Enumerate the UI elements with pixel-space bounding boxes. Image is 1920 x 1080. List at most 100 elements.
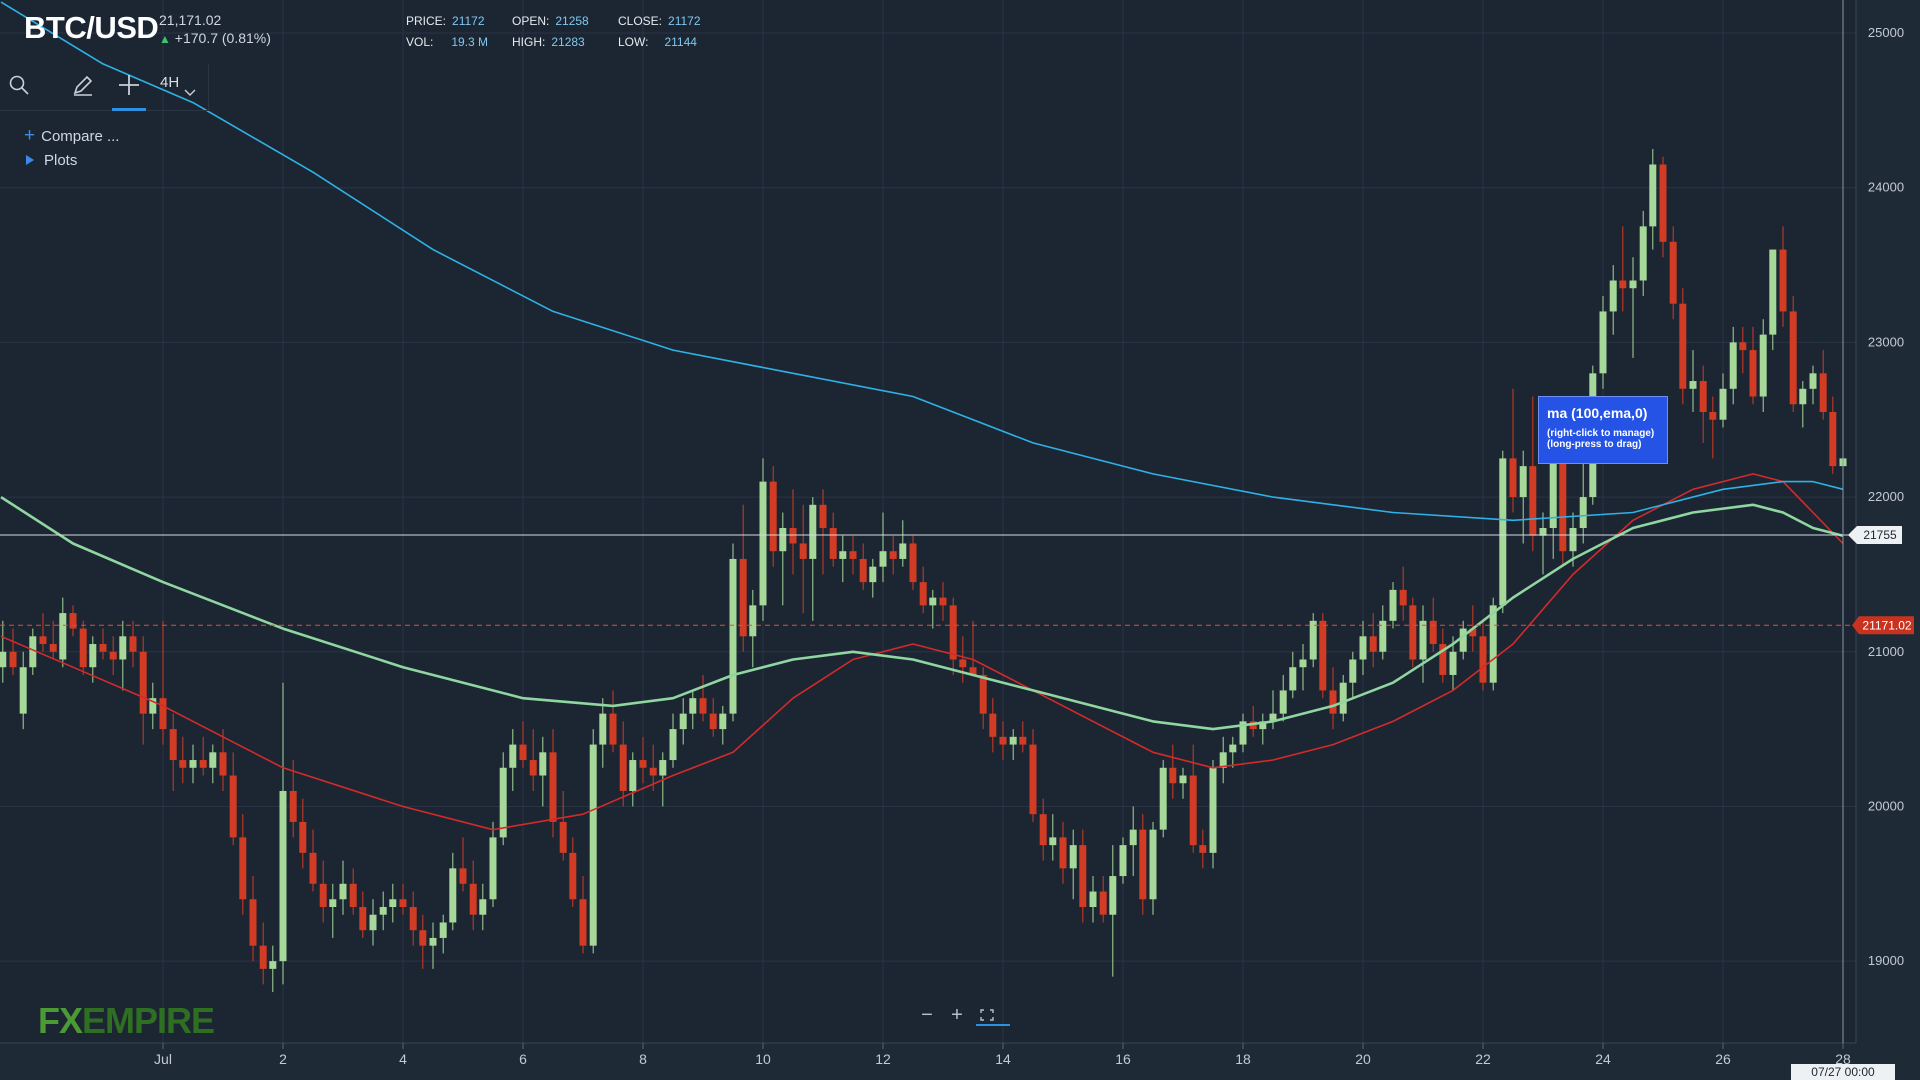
candle-down[interactable] [709, 698, 717, 737]
candle-up[interactable] [369, 899, 377, 946]
candle-down[interactable] [239, 814, 247, 915]
candle-up[interactable] [379, 891, 387, 931]
candle-up[interactable] [1759, 319, 1767, 412]
candle-down[interactable] [319, 860, 327, 923]
candle-down[interactable] [1369, 613, 1377, 668]
candle-up[interactable] [1179, 767, 1187, 799]
candle-down[interactable] [1409, 597, 1417, 668]
indicator-tooltip[interactable]: ma (100,ema,0) (right-click to manage) (… [1538, 396, 1668, 464]
candle-up[interactable] [749, 589, 757, 668]
plots-button[interactable]: Plots [24, 148, 119, 172]
candle-up[interactable] [1229, 736, 1237, 768]
candle-down[interactable] [359, 891, 367, 938]
candle-up[interactable] [1809, 365, 1817, 405]
candle-down[interactable] [1399, 566, 1407, 621]
candle-up[interactable] [1339, 674, 1347, 722]
candle-up[interactable] [589, 729, 597, 954]
candle-down[interactable] [1099, 876, 1107, 923]
candle-up[interactable] [1049, 814, 1057, 861]
candle-up[interactable] [0, 620, 7, 683]
candle-up[interactable] [59, 597, 67, 668]
candle-down[interactable] [1319, 613, 1327, 699]
zoom-in-button[interactable]: + [951, 1003, 963, 1026]
candle-down[interactable] [1139, 814, 1147, 915]
candle-down[interactable] [949, 597, 957, 675]
candle-up[interactable] [339, 860, 347, 915]
candle-down[interactable] [469, 860, 477, 931]
candle-down[interactable] [99, 628, 107, 660]
candle-up[interactable] [1799, 381, 1807, 428]
candle-down[interactable] [409, 891, 417, 946]
candle-down[interactable] [1039, 798, 1047, 861]
candle-up[interactable] [759, 458, 767, 621]
candle-down[interactable] [419, 914, 427, 969]
candle-up[interactable] [279, 682, 287, 985]
candle-down[interactable] [1779, 226, 1787, 327]
candle-down[interactable] [569, 837, 577, 907]
candle-down[interactable] [179, 736, 187, 784]
candle-up[interactable] [1129, 806, 1137, 877]
candle-down[interactable] [1029, 729, 1037, 822]
candle-up[interactable] [879, 512, 887, 583]
candle-down[interactable] [939, 582, 947, 621]
candle-down[interactable] [889, 535, 897, 575]
candle-up[interactable] [1389, 582, 1397, 629]
candle-down[interactable] [259, 922, 267, 985]
candle-up[interactable] [439, 914, 447, 954]
candle-up[interactable] [539, 736, 547, 807]
candle-down[interactable] [519, 721, 527, 768]
candle-down[interactable] [309, 829, 317, 892]
candle-up[interactable] [19, 651, 27, 730]
candle-up[interactable] [1209, 760, 1217, 869]
candle-up[interactable] [869, 558, 877, 598]
candle-down[interactable] [849, 535, 857, 575]
candle-down[interactable] [289, 760, 297, 838]
candle-up[interactable] [1109, 845, 1117, 977]
candle-up[interactable] [1769, 249, 1777, 351]
candle-down[interactable] [829, 512, 837, 567]
candle-up[interactable] [149, 682, 157, 730]
candle-down[interactable] [859, 543, 867, 590]
candle-down[interactable] [249, 876, 257, 962]
candle-down[interactable] [229, 752, 237, 846]
candle-down[interactable] [1739, 326, 1747, 374]
pencil-icon[interactable] [68, 70, 98, 100]
candle-down[interactable] [1479, 620, 1487, 691]
candle-down[interactable] [999, 721, 1007, 761]
candle-up[interactable] [689, 690, 697, 730]
candle-up[interactable] [1629, 257, 1637, 358]
candle-up[interactable] [1719, 373, 1727, 428]
candle-down[interactable] [619, 721, 627, 807]
candle-down[interactable] [699, 674, 707, 722]
candle-down[interactable] [1509, 388, 1517, 513]
candle-up[interactable] [329, 883, 337, 938]
candle-up[interactable] [899, 520, 907, 567]
candle-up[interactable] [1349, 651, 1357, 699]
candle-up[interactable] [189, 744, 197, 784]
candle-up[interactable] [1259, 713, 1267, 745]
candle-down[interactable] [1669, 226, 1677, 320]
candle-up[interactable] [1499, 450, 1507, 614]
candle-down[interactable] [1819, 350, 1827, 420]
candle-up[interactable] [1359, 620, 1367, 675]
candle-up[interactable] [429, 922, 437, 969]
candle-up[interactable] [1069, 829, 1077, 900]
crosshair-icon[interactable] [114, 70, 144, 100]
candle-up[interactable] [499, 752, 507, 846]
candle-down[interactable] [1199, 829, 1207, 869]
candle-up[interactable] [1459, 620, 1467, 660]
candle-down[interactable] [349, 868, 357, 915]
candle-down[interactable] [919, 566, 927, 614]
candle-down[interactable] [559, 790, 567, 861]
candle-up[interactable] [29, 628, 37, 675]
candle-down[interactable] [989, 698, 997, 753]
candle-down[interactable] [609, 690, 617, 753]
candle-up[interactable] [1289, 651, 1297, 699]
candle-down[interactable] [799, 504, 807, 614]
candle-up[interactable] [479, 883, 487, 931]
candle-down[interactable] [1439, 628, 1447, 683]
candle-down[interactable] [1019, 721, 1027, 753]
chevron-down-icon[interactable] [184, 84, 196, 102]
candle-down[interactable] [1429, 597, 1437, 652]
candle-down[interactable] [1659, 156, 1667, 258]
